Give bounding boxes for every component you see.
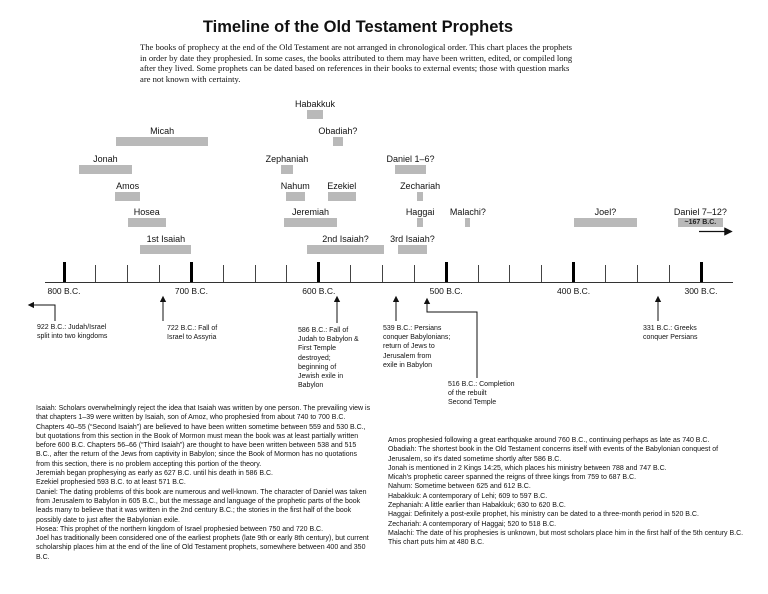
prophet-label: Amos xyxy=(116,181,140,191)
prophet-bar-habakkuk xyxy=(307,110,323,119)
note-amos: Amos prophesied following a great earthq… xyxy=(388,437,710,444)
prophet-label: Daniel 1–6? xyxy=(386,154,435,164)
prophet-bar-nahum xyxy=(285,192,305,201)
page-title: Timeline of the Old Testament Prophets xyxy=(202,18,514,36)
note-daniel: Daniel: The dating problems of this book… xyxy=(36,488,367,524)
bar-inner-label: ~167 B.C. xyxy=(684,219,717,226)
prophet-label: Hosea xyxy=(133,207,160,217)
prophet-bar-3rd-isaiah- xyxy=(397,245,428,254)
axis-tick-label: 600 B.C. xyxy=(302,286,336,296)
notes-column-left: Isaiah: Scholars overwhelmingly reject t… xyxy=(36,404,372,562)
event-note: 539 B.C.: Persians conquer Babylonians; … xyxy=(383,325,451,369)
axis-minor-tick xyxy=(604,265,606,282)
prophet-label: Jeremiah xyxy=(292,207,330,217)
note-isaiah: Isaiah: Scholars overwhelmingly reject t… xyxy=(36,405,371,468)
prophet-bar-obadiah- xyxy=(332,137,343,146)
event-note: 722 B.C.: Fall of Israel to Assyria xyxy=(167,325,218,342)
event-note: 586 B.C.: Fall of Judah to Babylon & Fir… xyxy=(298,327,359,390)
prophet-bar-daniel-7-12-: ~167 B.C. xyxy=(678,218,723,227)
prophet-label: Haggai xyxy=(405,207,435,217)
prophet-label: Habakkuk xyxy=(294,99,335,109)
axis-major-tick xyxy=(572,262,576,282)
axis-major-tick xyxy=(62,262,66,282)
prophet-label: 1st Isaiah xyxy=(146,234,186,244)
prophet-bar-malachi- xyxy=(465,218,471,227)
prophet-label: Daniel 7–12? xyxy=(673,207,727,217)
axis-minor-tick xyxy=(254,265,256,282)
event-note: 331 B.C.: Greeks conquer Persians xyxy=(643,325,698,342)
event-note: 516 B.C.: Completion of the rebuilt Seco… xyxy=(448,381,515,407)
page-header: Timeline of the Old Testament Prophets T… xyxy=(140,18,576,85)
prophet-label: 3rd Isaiah? xyxy=(390,234,435,244)
notes-column-right: Amos prophesied following a great earthq… xyxy=(388,436,746,548)
axis-minor-tick xyxy=(636,265,638,282)
axis-major-tick xyxy=(699,262,703,282)
note-hosea: Hosea: This prophet of the northern king… xyxy=(36,525,324,533)
axis-minor-tick xyxy=(382,265,383,282)
axis-minor-tick xyxy=(95,265,97,282)
axis-tick-label: 800 B.C. xyxy=(47,286,81,296)
axis-tick-label: 700 B.C. xyxy=(174,286,208,296)
axis-minor-tick xyxy=(668,265,670,282)
prophet-label: Micah xyxy=(150,126,175,136)
prophet-label: Obadiah? xyxy=(318,126,358,136)
note-zephaniah: Zephaniah: A little earlier than Habakku… xyxy=(388,502,566,510)
axis-minor-tick xyxy=(350,265,352,282)
prophet-bar-2nd-isaiah- xyxy=(307,245,384,254)
axis-tick-label: 300 B.C. xyxy=(684,286,718,296)
note-zechariah: Zechariah: A contemporary of Haggai; 520… xyxy=(388,520,557,528)
axis-major-tick xyxy=(189,262,193,282)
prophet-bar-hosea xyxy=(127,218,166,227)
prophet-bar-zephaniah xyxy=(280,165,294,174)
axis-major-tick xyxy=(444,262,448,282)
note-joel: Joel has traditionally been considered o… xyxy=(36,535,369,561)
prophet-label: Joel? xyxy=(594,207,617,217)
note-micah: Micah's prophetic career spanned the rei… xyxy=(388,474,637,482)
prophet-label: Jonah xyxy=(93,154,118,164)
prophet-bar-amos xyxy=(114,192,141,201)
note-malachi: Malachi: The date of his prophesies is u… xyxy=(388,529,744,547)
prophet-bar-ezekiel xyxy=(327,192,356,201)
note-jeremiah: Jeremiah began prophesying as early as 6… xyxy=(36,470,273,478)
prophet-label: Ezekiel xyxy=(327,181,357,191)
prophet-label: Malachi? xyxy=(449,207,486,217)
timeline-axis xyxy=(45,282,733,284)
note-ezekiel: Ezekiel prophesied 593 B.C. to at least … xyxy=(36,479,186,487)
note-habakkuk: Habakkuk: A contemporary of Lehi; 609 to… xyxy=(388,492,548,500)
prophet-label: Nahum xyxy=(280,181,310,191)
axis-minor-tick xyxy=(477,265,479,282)
prophet-bar-zechariah xyxy=(416,192,424,201)
event-arrow xyxy=(27,301,56,321)
note-nahum: Nahum: Sometime between 625 and 612 B.C. xyxy=(388,483,531,491)
prophet-bar-micah xyxy=(116,137,208,146)
intro-paragraph: The books of prophecy at the end of the … xyxy=(140,42,573,84)
prophet-label: Zephaniah xyxy=(265,154,309,164)
prophet-bar-jeremiah xyxy=(284,218,337,227)
prophet-bar-joel- xyxy=(573,218,638,227)
prophet-bar-haggai xyxy=(416,218,424,227)
axis-minor-tick xyxy=(541,265,543,282)
note-haggai: Haggai: Definitely a post-exile prophet,… xyxy=(388,511,699,519)
axis-tick-label: 400 B.C. xyxy=(557,286,591,296)
axis-major-tick xyxy=(317,262,321,282)
note-obadiah: Obadiah: The shortest book in the Old Te… xyxy=(388,446,719,463)
event-note: 922 B.C.: Judah/Israel split into two ki… xyxy=(37,324,108,341)
axis-minor-tick xyxy=(509,265,511,282)
prophet-bar-jonah xyxy=(79,165,132,174)
axis-minor-tick xyxy=(286,265,288,282)
axis-minor-tick xyxy=(159,265,161,282)
axis-minor-tick xyxy=(222,265,224,282)
prophet-label: 2nd Isaiah? xyxy=(322,234,369,244)
prophet-bar-1st-isaiah xyxy=(140,245,192,254)
prophet-bar-daniel-1-6- xyxy=(395,165,426,174)
axis-minor-tick xyxy=(127,265,129,282)
axis-tick-label: 500 B.C. xyxy=(429,286,463,296)
prophet-label: Zechariah xyxy=(400,181,441,191)
axis-minor-tick xyxy=(413,265,415,282)
note-jonah: Jonah is mentioned in 2 Kings 14:25, whi… xyxy=(388,464,667,472)
